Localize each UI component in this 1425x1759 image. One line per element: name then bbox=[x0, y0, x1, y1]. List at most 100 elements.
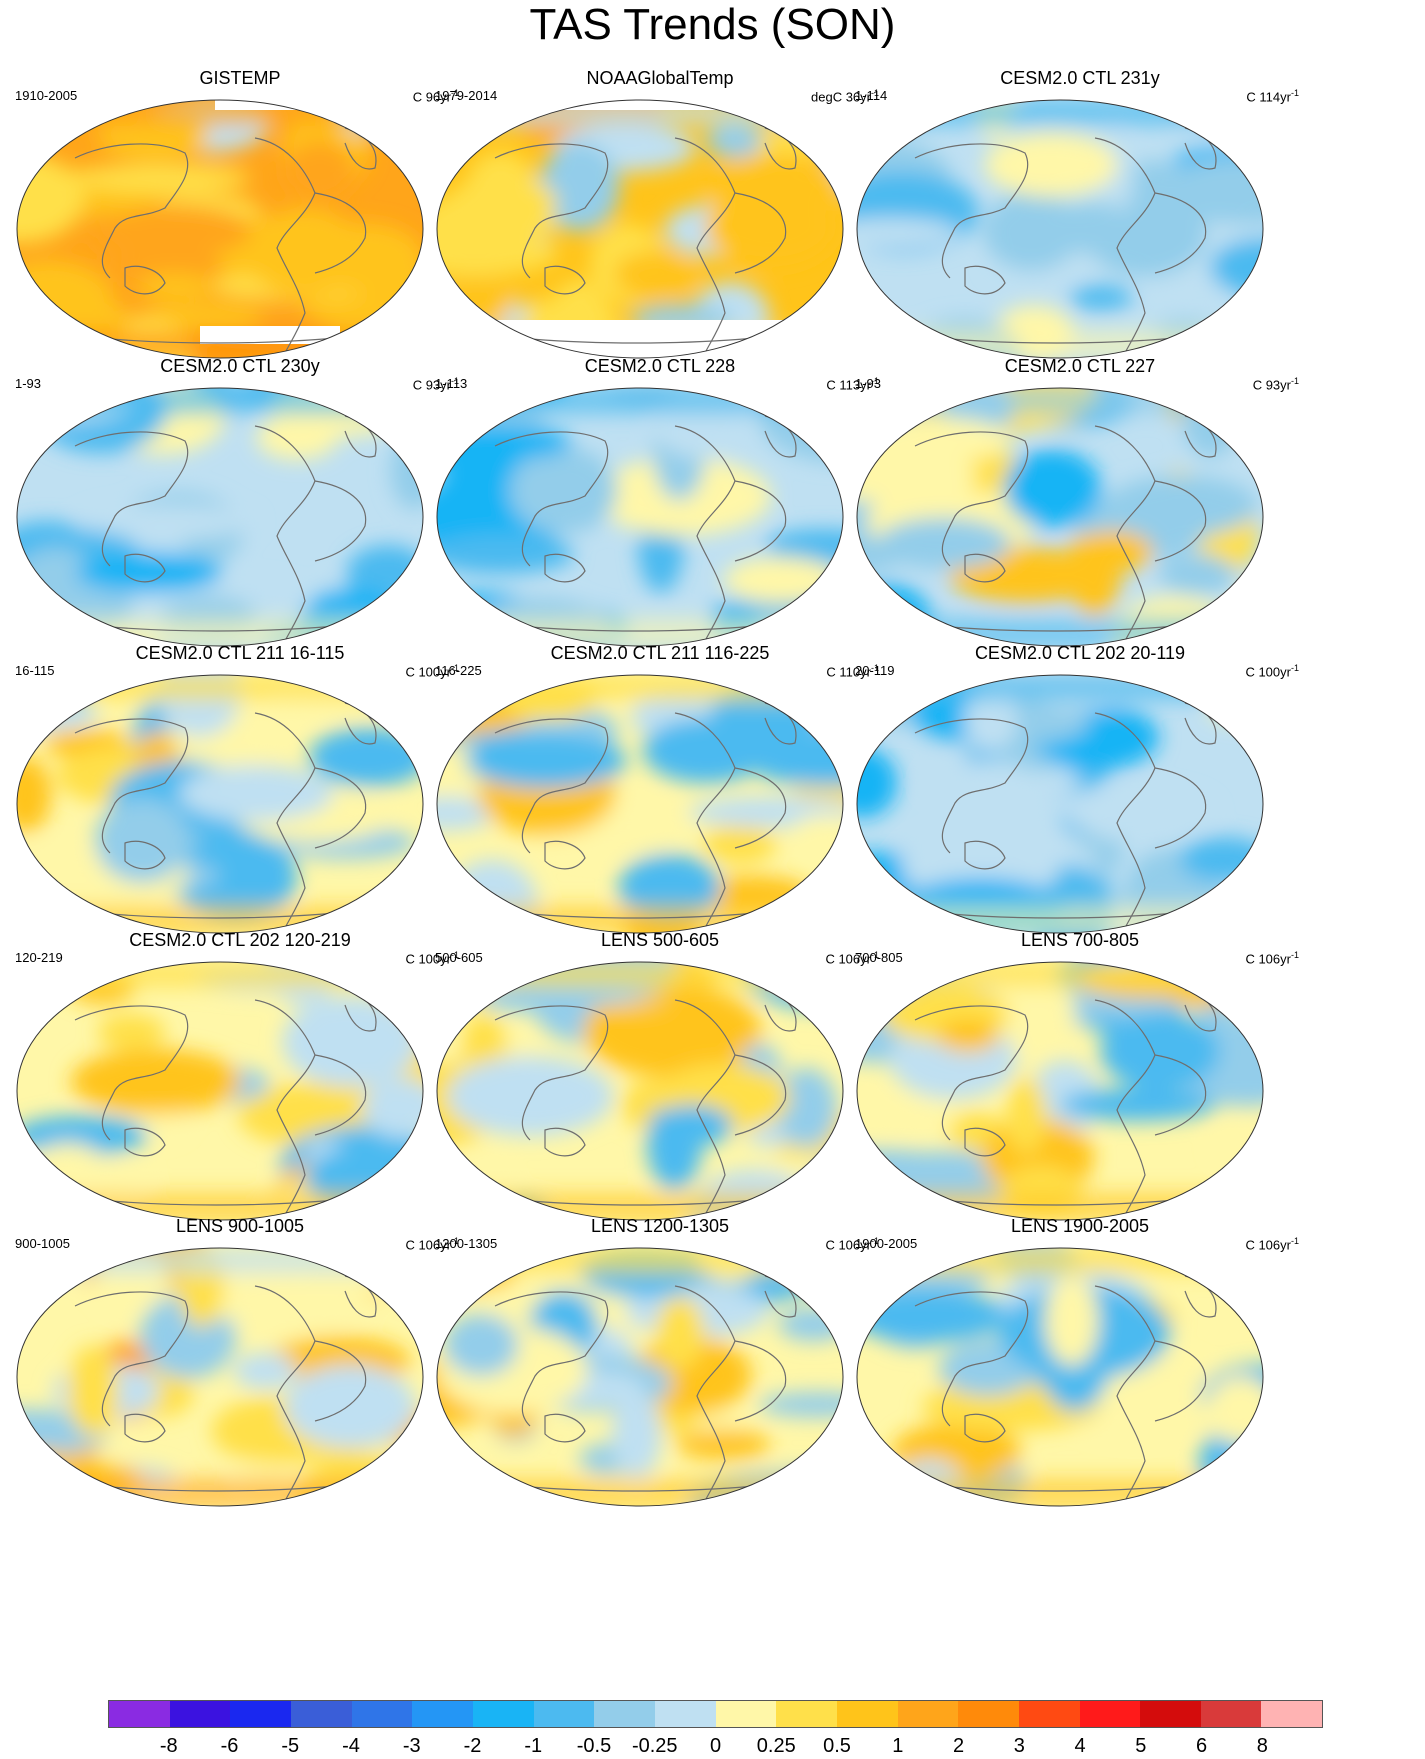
panel-period: 1-93 bbox=[15, 376, 42, 391]
panel-units: C 96yr-1 bbox=[412, 88, 459, 105]
panel-period: 1900-2005 bbox=[855, 1236, 918, 1251]
colorbar-swatch bbox=[1261, 1701, 1323, 1727]
projection-map bbox=[16, 387, 424, 647]
colorbar-swatch bbox=[290, 1701, 352, 1727]
map-panel: CESM2.0 CTL 211 116-225 116-225 C 110yr-1 bbox=[425, 643, 895, 965]
projection-map bbox=[436, 99, 844, 359]
panel-title: LENS 900-1005 bbox=[175, 1216, 305, 1236]
panel-title: CESM2.0 CTL 230y bbox=[160, 356, 320, 376]
projection-map bbox=[856, 674, 1264, 934]
panel-title: GISTEMP bbox=[199, 68, 281, 88]
colorbar-label: -2 bbox=[463, 1735, 482, 1757]
colorbar-swatch bbox=[776, 1701, 837, 1727]
panel-title: CESM2.0 CTL 202 20-119 bbox=[974, 643, 1186, 663]
panel-period: 16-115 bbox=[15, 663, 55, 678]
colorbar-swatch bbox=[594, 1701, 655, 1727]
projection-map bbox=[856, 387, 1264, 647]
colorbar-label: 0 bbox=[709, 1735, 722, 1757]
panel-units: C 114yr-1 bbox=[1246, 88, 1299, 105]
projection-map bbox=[856, 99, 1264, 359]
colorbar-label: 4 bbox=[1074, 1735, 1086, 1757]
panel-units: C 93yr-1 bbox=[1252, 376, 1299, 393]
panel-title: CESM2.0 CTL 202 120-219 bbox=[129, 930, 351, 950]
panel-title: LENS 500-605 bbox=[600, 930, 720, 950]
colorbar-swatch bbox=[1018, 1701, 1080, 1727]
projection-map bbox=[856, 1247, 1264, 1507]
panel-units: C 106yr-1 bbox=[1245, 950, 1299, 967]
colorbar-label: 1 bbox=[892, 1735, 904, 1757]
colorbar-label: 3 bbox=[1013, 1735, 1025, 1757]
colorbar-swatch bbox=[412, 1701, 473, 1727]
colorbar-label: -8 bbox=[159, 1735, 178, 1757]
map-panel: CESM2.0 CTL 228 1-113 C 113yr-1 bbox=[425, 356, 895, 678]
colorbar-swatch bbox=[1140, 1701, 1201, 1727]
map-panel: CESM2.0 CTL 211 16-115 16-115 C 100yr-1 bbox=[5, 643, 475, 965]
panel-units: C 93yr-1 bbox=[412, 376, 459, 393]
map-panel: CESM2.0 CTL 230y 1-93 C 93yr-1 bbox=[5, 356, 475, 678]
projection-map bbox=[16, 674, 424, 934]
panel-units: C 106yr-1 bbox=[1245, 1236, 1299, 1253]
map-panel: CESM2.0 CTL 227 1-93 C 93yr-1 bbox=[845, 356, 1315, 678]
panel-period: 900-1005 bbox=[15, 1236, 70, 1251]
panel-title: CESM2.0 CTL 211 16-115 bbox=[135, 643, 345, 663]
colorbar-label: -1 bbox=[524, 1735, 543, 1757]
map-panel: CESM2.0 CTL 202 20-119 20-119 C 100yr-1 bbox=[845, 643, 1315, 965]
colorbar-swatch bbox=[897, 1701, 959, 1727]
colorbar-label: -4 bbox=[342, 1735, 360, 1757]
panel-title: NOAAGlobalTemp bbox=[586, 68, 734, 88]
panel-units: C 106yr-1 bbox=[825, 1236, 879, 1253]
colorbar-label: -5 bbox=[281, 1735, 300, 1757]
panel-period: 1910-2005 bbox=[15, 88, 78, 103]
map-panel: LENS 900-1005 900-1005 C 106yr-1 bbox=[5, 1216, 475, 1538]
panel-units: degC 36yr-1 bbox=[811, 88, 879, 105]
colorbar-swatch bbox=[230, 1701, 291, 1727]
panel-units: C 100yr-1 bbox=[405, 663, 459, 680]
panel-period: 1-114 bbox=[855, 88, 888, 103]
colorbar-swatch bbox=[351, 1701, 413, 1727]
colorbar-swatch bbox=[169, 1701, 231, 1727]
projection-map bbox=[856, 961, 1264, 1221]
panel-period: 20-119 bbox=[855, 663, 895, 678]
map-panel: CESM2.0 CTL 202 120-219 120-219 C 100yr-1 bbox=[5, 930, 475, 1252]
panel-title: LENS 1200-1305 bbox=[590, 1216, 730, 1236]
panel-period: 500-605 bbox=[435, 950, 483, 965]
colorbar-label: -0.25 bbox=[631, 1735, 678, 1757]
colorbar-swatch bbox=[472, 1701, 534, 1727]
panel-period: 1200-1305 bbox=[435, 1236, 498, 1251]
colorbar bbox=[108, 1700, 1323, 1728]
panel-units: C 100yr-1 bbox=[405, 950, 459, 967]
panel-period: 116-225 bbox=[435, 663, 482, 678]
colorbar-swatch bbox=[109, 1701, 170, 1727]
projection-map bbox=[16, 99, 424, 359]
map-panel: GISTEMP 1910-2005 C 96yr-1 bbox=[5, 68, 475, 390]
colorbar-label: 5 bbox=[1135, 1735, 1147, 1757]
panel-units: C 113yr-1 bbox=[826, 376, 879, 393]
panel-title: CESM2.0 CTL 211 116-225 bbox=[550, 643, 770, 663]
colorbar-swatch bbox=[1079, 1701, 1141, 1727]
panel-title: LENS 700-805 bbox=[1020, 930, 1140, 950]
colorbar-swatch bbox=[654, 1701, 716, 1727]
colorbar-label: -3 bbox=[402, 1735, 421, 1757]
colorbar-labels: -8 -6 -5 -4 -3 -2 -1 -0.5 -0.25 0 0.25 0.5 1 2 3 4 5 6 8 bbox=[108, 1735, 1323, 1757]
panel-period: 1-113 bbox=[435, 376, 468, 391]
colorbar-label: 0.25 bbox=[756, 1735, 796, 1757]
projection-map bbox=[436, 1247, 844, 1507]
map-panel: LENS 1900-2005 1900-2005 C 106yr-1 bbox=[845, 1216, 1315, 1538]
colorbar-label: 2 bbox=[952, 1735, 965, 1757]
panel-title: CESM2.0 CTL 227 bbox=[1004, 356, 1156, 376]
panel-period: 700-805 bbox=[855, 950, 903, 965]
map-panel: CESM2.0 CTL 231y 1-114 C 114yr-1 bbox=[845, 68, 1315, 390]
projection-map bbox=[436, 387, 844, 647]
panel-title: LENS 1900-2005 bbox=[1010, 1216, 1150, 1236]
colorbar-label: 6 bbox=[1195, 1735, 1208, 1757]
colorbar-swatch bbox=[958, 1701, 1019, 1727]
panel-units: C 106yr-1 bbox=[405, 1236, 459, 1253]
panel-units: C 100yr-1 bbox=[1245, 663, 1299, 680]
panel-period: 1-93 bbox=[855, 376, 882, 391]
colorbar-swatch bbox=[715, 1701, 777, 1727]
map-panel: NOAAGlobalTemp 1979-2014 degC 36yr-1 bbox=[425, 68, 895, 390]
map-panel: LENS 700-805 700-805 C 106yr-1 bbox=[845, 930, 1315, 1252]
panel-period: 1979-2014 bbox=[435, 88, 498, 103]
panel-title: CESM2.0 CTL 228 bbox=[584, 356, 736, 376]
panel-period: 120-219 bbox=[15, 950, 63, 965]
